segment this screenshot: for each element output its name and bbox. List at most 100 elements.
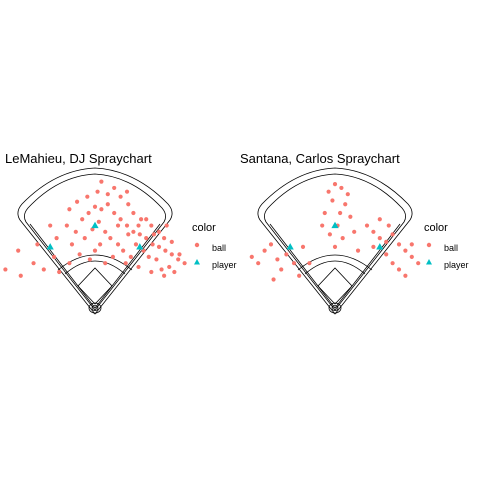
home-plate xyxy=(91,305,99,311)
chart-title: LeMahieu, DJ Spraychart xyxy=(5,151,152,166)
ball-point xyxy=(41,267,46,272)
ball-point xyxy=(176,257,181,262)
ball-point xyxy=(80,217,85,222)
legend-key-ball xyxy=(426,242,432,248)
ball-point xyxy=(99,207,104,212)
chart-panel-santana: Santana, Carlos Spraychart color ball pl… xyxy=(240,140,480,340)
ball-point xyxy=(128,254,133,260)
legend-entry-ball: ball xyxy=(424,240,458,257)
ball-point xyxy=(103,261,108,266)
infield-grass-arc xyxy=(304,260,366,275)
ball-point xyxy=(409,242,414,247)
foul-line-right xyxy=(94,223,161,309)
ball-point xyxy=(159,267,164,272)
ball-point xyxy=(77,252,82,257)
ball-point xyxy=(409,254,414,260)
chart-panel-lemahieu: LeMahieu, DJ Spraychart color ball playe… xyxy=(0,140,240,340)
ball-point xyxy=(163,248,168,253)
legend-label-ball: ball xyxy=(444,243,459,253)
ball-point xyxy=(151,232,156,237)
ball-point xyxy=(64,223,69,228)
infield-diamond xyxy=(317,267,353,305)
ball-point xyxy=(90,227,95,232)
ball-point xyxy=(124,223,130,228)
ball-point xyxy=(144,235,149,241)
ball-point xyxy=(403,273,408,278)
ball-point xyxy=(121,248,126,253)
ball-point xyxy=(150,242,155,247)
ball-point xyxy=(136,223,141,228)
ball-point xyxy=(172,269,177,275)
ball-point xyxy=(271,277,276,282)
ball-point xyxy=(332,244,338,249)
legend-label-player: player xyxy=(444,260,469,270)
ball-point xyxy=(57,269,62,275)
player-marker xyxy=(376,243,384,250)
ball-point xyxy=(98,242,103,247)
player-marker xyxy=(91,221,99,229)
infield-grass-arc xyxy=(64,260,126,275)
foul-line-left xyxy=(29,223,96,309)
ball-point xyxy=(18,273,23,278)
ball-point xyxy=(112,210,117,216)
ball-point xyxy=(364,223,370,228)
field-outline xyxy=(257,167,413,315)
ball-point xyxy=(69,242,75,247)
legend-label-player: player xyxy=(212,260,237,270)
ball-point xyxy=(67,261,72,266)
legend-entry-ball: ball xyxy=(192,240,226,257)
ball-point xyxy=(3,267,8,272)
ball-point xyxy=(396,242,402,247)
outfield-wall xyxy=(17,167,173,315)
ball-point xyxy=(162,235,167,241)
ball-point xyxy=(92,204,98,209)
ball-point xyxy=(268,242,274,247)
ball-point xyxy=(136,264,141,270)
home-plate xyxy=(331,305,339,311)
ball-point xyxy=(103,229,108,234)
ball-point xyxy=(149,269,154,275)
ball-point xyxy=(327,232,332,237)
chart-title: Santana, Carlos Spraychart xyxy=(240,151,400,166)
ball-point xyxy=(48,223,53,228)
ball-point xyxy=(123,261,128,266)
ball-point xyxy=(371,244,376,249)
ball-point xyxy=(386,223,391,228)
player-marker xyxy=(331,221,339,229)
home-plate-circle xyxy=(88,302,102,314)
ball-point xyxy=(167,264,172,270)
ball-point xyxy=(131,210,136,216)
ball-point xyxy=(169,239,174,244)
ball-point xyxy=(256,261,261,266)
ball-point xyxy=(182,261,187,266)
player-marker xyxy=(136,243,144,250)
infield-dirt-arc xyxy=(297,254,373,271)
spraychart-field-santana xyxy=(249,167,421,315)
ball-point xyxy=(73,229,78,234)
ball-point xyxy=(396,267,402,272)
ball-point xyxy=(330,198,335,203)
ball-point xyxy=(126,202,131,207)
ball-point xyxy=(115,223,121,228)
ball-point xyxy=(340,235,345,241)
foul-line-right xyxy=(334,223,401,309)
ball-point xyxy=(169,252,174,257)
foul-line-left xyxy=(269,223,336,309)
ball-point xyxy=(87,257,92,262)
ball-point xyxy=(300,244,306,249)
ball-point xyxy=(146,254,151,260)
infield-diamond xyxy=(77,267,113,305)
ball-point xyxy=(403,248,408,253)
ball-point xyxy=(74,199,80,204)
legend-title: color xyxy=(424,222,448,234)
ball-point xyxy=(326,189,331,194)
ball-point xyxy=(262,248,267,253)
ball-point xyxy=(249,254,254,260)
ball-point xyxy=(384,239,389,244)
ball-point xyxy=(275,257,280,262)
ball-point xyxy=(343,202,348,207)
ball-point xyxy=(54,235,59,241)
legend-key-player xyxy=(426,259,432,265)
ball-point xyxy=(377,235,382,241)
ball-point xyxy=(307,261,312,266)
